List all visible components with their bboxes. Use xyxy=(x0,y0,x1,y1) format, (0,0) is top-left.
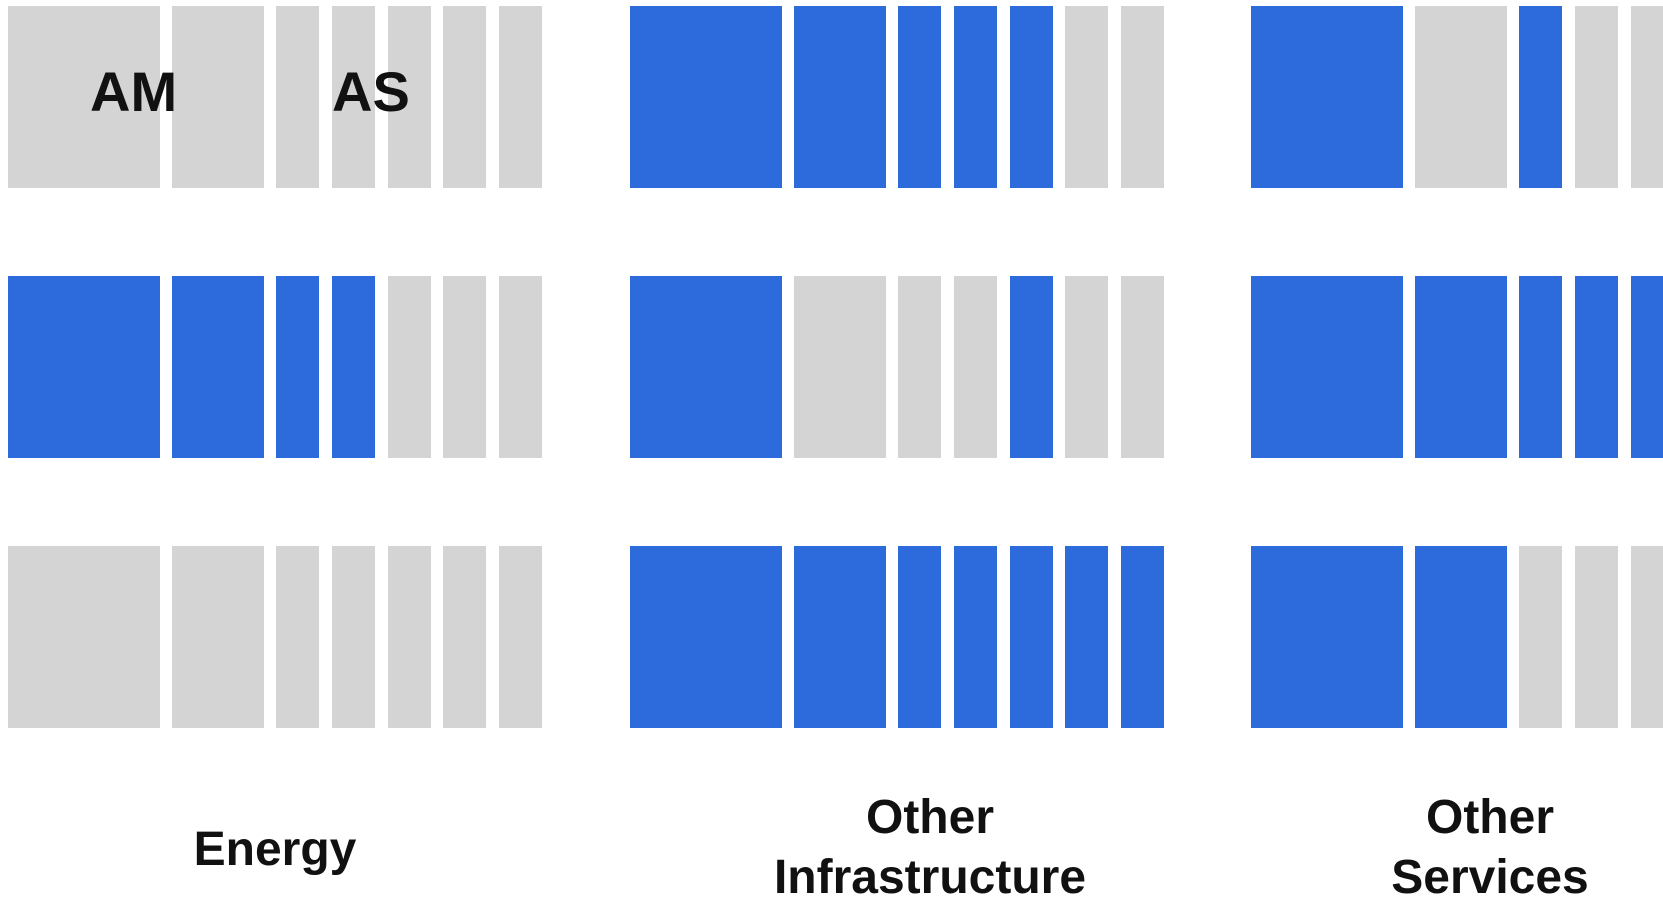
grid-cell-p1-r2-c6 xyxy=(443,276,486,458)
grid-cell-p1-r2-c2 xyxy=(172,276,264,458)
grid-cell-p1-r1-c3 xyxy=(276,6,319,188)
panel-label-other-services-line1: Other xyxy=(1425,791,1554,844)
panel-label-other-infrastructure-line2: Infrastructure xyxy=(773,851,1087,904)
grid-cell-p2-r1-c7 xyxy=(1121,6,1164,188)
grid-cell-p3-r2-c3 xyxy=(1519,276,1562,458)
grid-cell-p3-r2-c2 xyxy=(1415,276,1507,458)
am-label: AM xyxy=(90,60,178,123)
panel-label-energy: Energy xyxy=(193,823,357,876)
panel-label-other-services-line2: Services xyxy=(1391,851,1589,904)
grid-cell-p1-r3-c5 xyxy=(388,546,431,728)
grid-cell-p2-r2-c7 xyxy=(1121,276,1164,458)
grid-cell-p1-r3-c3 xyxy=(276,546,319,728)
grid-cell-p2-r2-c6 xyxy=(1065,276,1108,458)
grid-cell-p1-r1-c2 xyxy=(172,6,264,188)
grid-cell-p2-r3-c4 xyxy=(954,546,997,728)
grid-cell-p3-r3-c1 xyxy=(1251,546,1403,728)
grid-cell-p3-r2-c5 xyxy=(1631,276,1663,458)
grid-cell-p2-r3-c1 xyxy=(630,546,782,728)
grid-cell-p3-r1-c5 xyxy=(1631,6,1663,188)
grid-cell-p3-r1-c3 xyxy=(1519,6,1562,188)
grid-cell-p2-r2-c1 xyxy=(630,276,782,458)
grid-cell-p2-r1-c3 xyxy=(898,6,941,188)
grid-cell-p3-r1-c1 xyxy=(1251,6,1403,188)
grid-cell-p2-r1-c2 xyxy=(794,6,886,188)
panel-label-other-infrastructure-line1: Other xyxy=(865,791,994,844)
grid-cell-p3-r2-c4 xyxy=(1575,276,1618,458)
grid-cell-p1-r3-c1 xyxy=(8,546,160,728)
grid-cell-p1-r2-c7 xyxy=(499,276,542,458)
grid-cell-p1-r3-c7 xyxy=(499,546,542,728)
grid-cell-p2-r1-c1 xyxy=(630,6,782,188)
grid-cell-p3-r3-c2 xyxy=(1415,546,1507,728)
grid-cell-p1-r2-c5 xyxy=(388,276,431,458)
grid-cell-p2-r3-c2 xyxy=(794,546,886,728)
grid-cell-p3-r1-c2 xyxy=(1415,6,1507,188)
grid-cell-p3-r3-c5 xyxy=(1631,546,1663,728)
grid-cell-p2-r1-c5 xyxy=(1010,6,1053,188)
grid-cell-p1-r2-c1 xyxy=(8,276,160,458)
as-label: AS xyxy=(332,60,410,123)
grid-cell-p3-r1-c4 xyxy=(1575,6,1618,188)
grid-cell-p1-r1-c5 xyxy=(388,6,431,188)
grid-cell-p1-r2-c3 xyxy=(276,276,319,458)
grid-cell-p2-r2-c3 xyxy=(898,276,941,458)
grid-cell-p2-r2-c2 xyxy=(794,276,886,458)
grid-cell-p3-r3-c4 xyxy=(1575,546,1618,728)
grid-cell-p3-r3-c3 xyxy=(1519,546,1562,728)
grid-cell-p2-r3-c5 xyxy=(1010,546,1053,728)
grid-cell-p1-r1-c7 xyxy=(499,6,542,188)
grid-cell-p1-r1-c1 xyxy=(8,6,160,188)
grid-cell-p1-r3-c2 xyxy=(172,546,264,728)
grid-cell-p2-r1-c6 xyxy=(1065,6,1108,188)
grid-cell-p2-r3-c3 xyxy=(898,546,941,728)
grid-cell-p1-r3-c4 xyxy=(332,546,375,728)
grid-cell-p2-r1-c4 xyxy=(954,6,997,188)
grid-cell-p2-r3-c6 xyxy=(1065,546,1108,728)
grid-cell-p2-r2-c5 xyxy=(1010,276,1053,458)
grid-cell-p1-r3-c6 xyxy=(443,546,486,728)
grid-cell-p1-r2-c4 xyxy=(332,276,375,458)
grid-cell-p2-r3-c7 xyxy=(1121,546,1164,728)
grid-cell-p2-r2-c4 xyxy=(954,276,997,458)
grid-cell-p1-r1-c6 xyxy=(443,6,486,188)
grid-cell-p1-r1-c4 xyxy=(332,6,375,188)
grid-cell-p3-r2-c1 xyxy=(1251,276,1403,458)
